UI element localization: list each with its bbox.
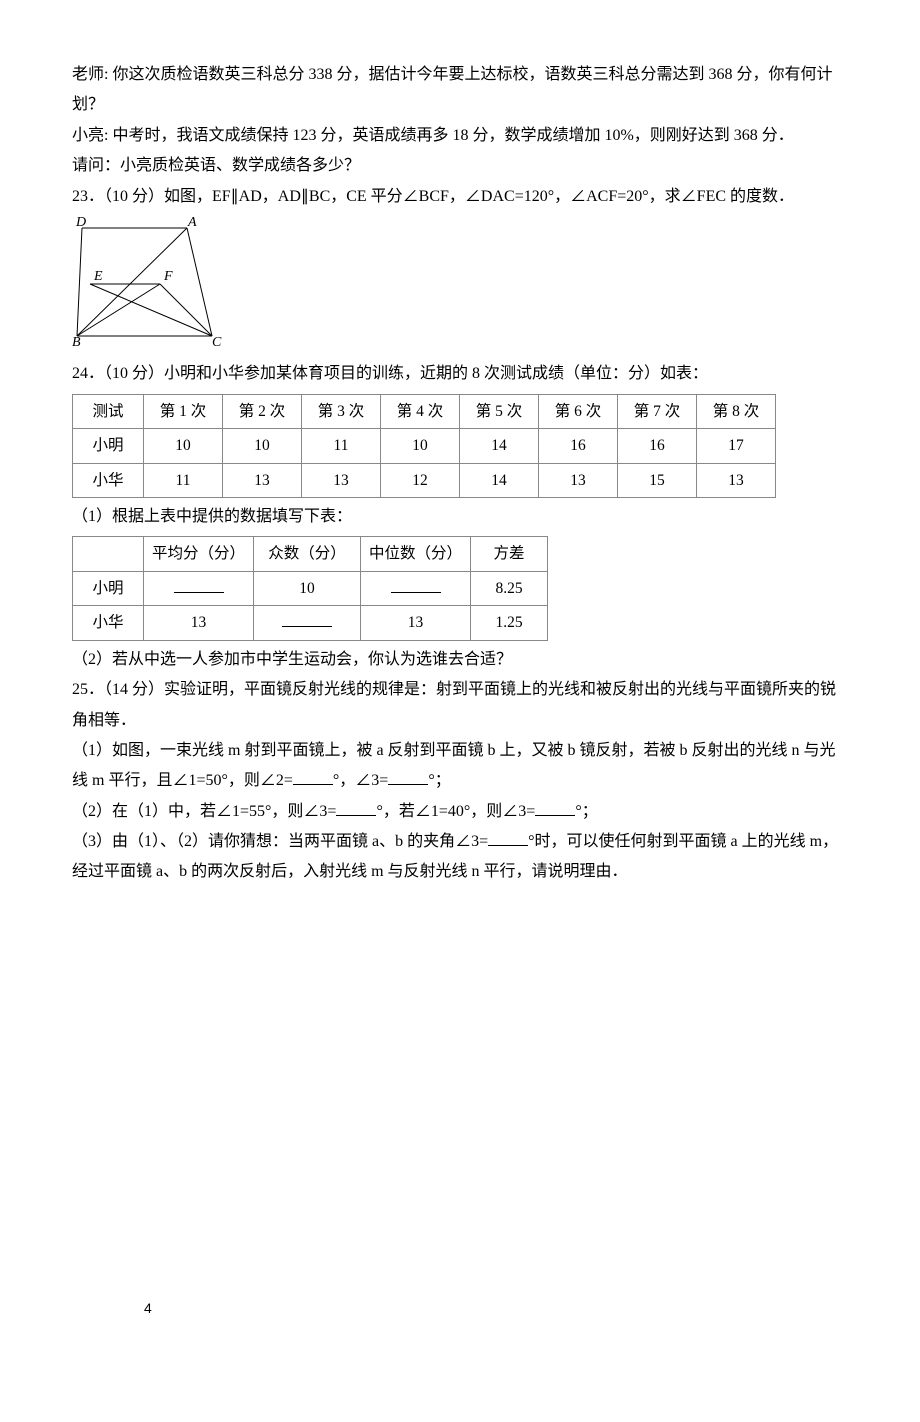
paragraph: 老师: 你这次质检语数英三科总分 338 分，据估计今年要上达标校，语数英三科总… [72,60,848,121]
table-header: 测试 [73,394,144,428]
stats-table: 平均分（分） 众数（分） 中位数（分） 方差 小明 10 8.25 小华 13 … [72,536,548,640]
question-24-1: （1）根据上表中提供的数据填写下表： [72,502,848,532]
table-cell: 14 [460,463,539,497]
text: °，若∠1=40°，则∠3= [376,803,535,820]
table-cell: 1.25 [471,606,548,640]
table-header: 第 1 次 [144,394,223,428]
fill-blank [535,799,575,816]
vertex-label: E [93,269,103,284]
page-number: 4 [144,1295,152,1322]
table-header: 第 2 次 [223,394,302,428]
paragraph: 小亮: 中考时，我语文成绩保持 123 分，英语成绩再多 18 分，数学成绩增加… [72,121,848,151]
table-cell: 16 [618,429,697,463]
table-header: 中位数（分） [361,537,471,571]
table-cell: 10 [381,429,460,463]
question-24: 24．（10 分）小明和小华参加某体育项目的训练，近期的 8 次测试成绩（单位：… [72,359,848,389]
table-cell: 8.25 [471,571,548,605]
table-row: 测试 第 1 次 第 2 次 第 3 次 第 4 次 第 5 次 第 6 次 第… [73,394,776,428]
question-23: 23．（10 分）如图，EF∥AD，AD∥BC，CE 平分∠BCF，∠DAC=1… [72,182,848,212]
table-cell: 13 [223,463,302,497]
table-row: 小明 10 8.25 [73,571,548,605]
table-cell [144,571,254,605]
scores-table: 测试 第 1 次 第 2 次 第 3 次 第 4 次 第 5 次 第 6 次 第… [72,394,776,498]
question-25: 25．（14 分）实验证明，平面镜反射光线的规律是：射到平面镜上的光线和被反射出… [72,675,848,736]
table-header: 众数（分） [254,537,361,571]
table-row: 小华 13 13 1.25 [73,606,548,640]
table-header: 第 8 次 [697,394,776,428]
question-25-1: （1）如图，一束光线 m 射到平面镜上，被 a 反射到平面镜 b 上，又被 b … [72,736,848,797]
text: °，∠3= [333,772,388,789]
table-header: 第 4 次 [381,394,460,428]
table-header: 第 5 次 [460,394,539,428]
question-24-2: （2）若从中选一人参加市中学生运动会，你认为选谁去合适？ [72,645,848,675]
paragraph: 请问：小亮质检英语、数学成绩各多少？ [72,151,848,181]
table-cell: 小华 [73,463,144,497]
table-cell: 12 [381,463,460,497]
fill-blank [336,799,376,816]
vertex-label: F [163,269,173,284]
table-cell: 10 [144,429,223,463]
table-header [73,537,144,571]
table-cell: 17 [697,429,776,463]
table-header: 第 7 次 [618,394,697,428]
table-cell: 15 [618,463,697,497]
table-row: 平均分（分） 众数（分） 中位数（分） 方差 [73,537,548,571]
text: （2）在（1）中，若∠1=55°，则∠3= [72,803,336,820]
fill-blank [488,829,528,846]
table-cell: 小明 [73,571,144,605]
text: （3）由（1）、（2）请你猜想：当两平面镜 a、b 的夹角∠3= [72,833,488,850]
table-cell: 11 [144,463,223,497]
question-25-3: （3）由（1）、（2）请你猜想：当两平面镜 a、b 的夹角∠3=°时，可以使任何… [72,827,848,888]
table-header: 平均分（分） [144,537,254,571]
table-cell: 13 [697,463,776,497]
table-cell: 13 [144,606,254,640]
table-cell: 10 [223,429,302,463]
table-cell: 13 [302,463,381,497]
vertex-label: B [72,335,81,346]
vertex-label: D [75,216,86,230]
fill-blank [293,768,333,785]
vertex-label: C [212,335,222,346]
table-cell: 11 [302,429,381,463]
table-cell: 13 [361,606,471,640]
table-cell: 13 [539,463,618,497]
table-cell [361,571,471,605]
text: °； [575,803,597,820]
text: （1）如图，一束光线 m 射到平面镜上，被 a 反射到平面镜 b 上，又被 b … [72,742,836,789]
text: °； [428,772,450,789]
table-header: 第 6 次 [539,394,618,428]
table-row: 小明 10 10 11 10 14 16 16 17 [73,429,776,463]
question-25-2: （2）在（1）中，若∠1=55°，则∠3= °，若∠1=40°，则∠3= °； [72,797,848,827]
table-cell: 10 [254,571,361,605]
table-row: 小华 11 13 13 12 14 13 15 13 [73,463,776,497]
table-header: 第 3 次 [302,394,381,428]
vertex-label: A [187,216,197,230]
geometry-diagram: D A E F B C [72,216,848,357]
fill-blank [388,768,428,785]
table-cell [254,606,361,640]
table-cell: 小华 [73,606,144,640]
table-cell: 16 [539,429,618,463]
table-cell: 小明 [73,429,144,463]
table-header: 方差 [471,537,548,571]
table-cell: 14 [460,429,539,463]
